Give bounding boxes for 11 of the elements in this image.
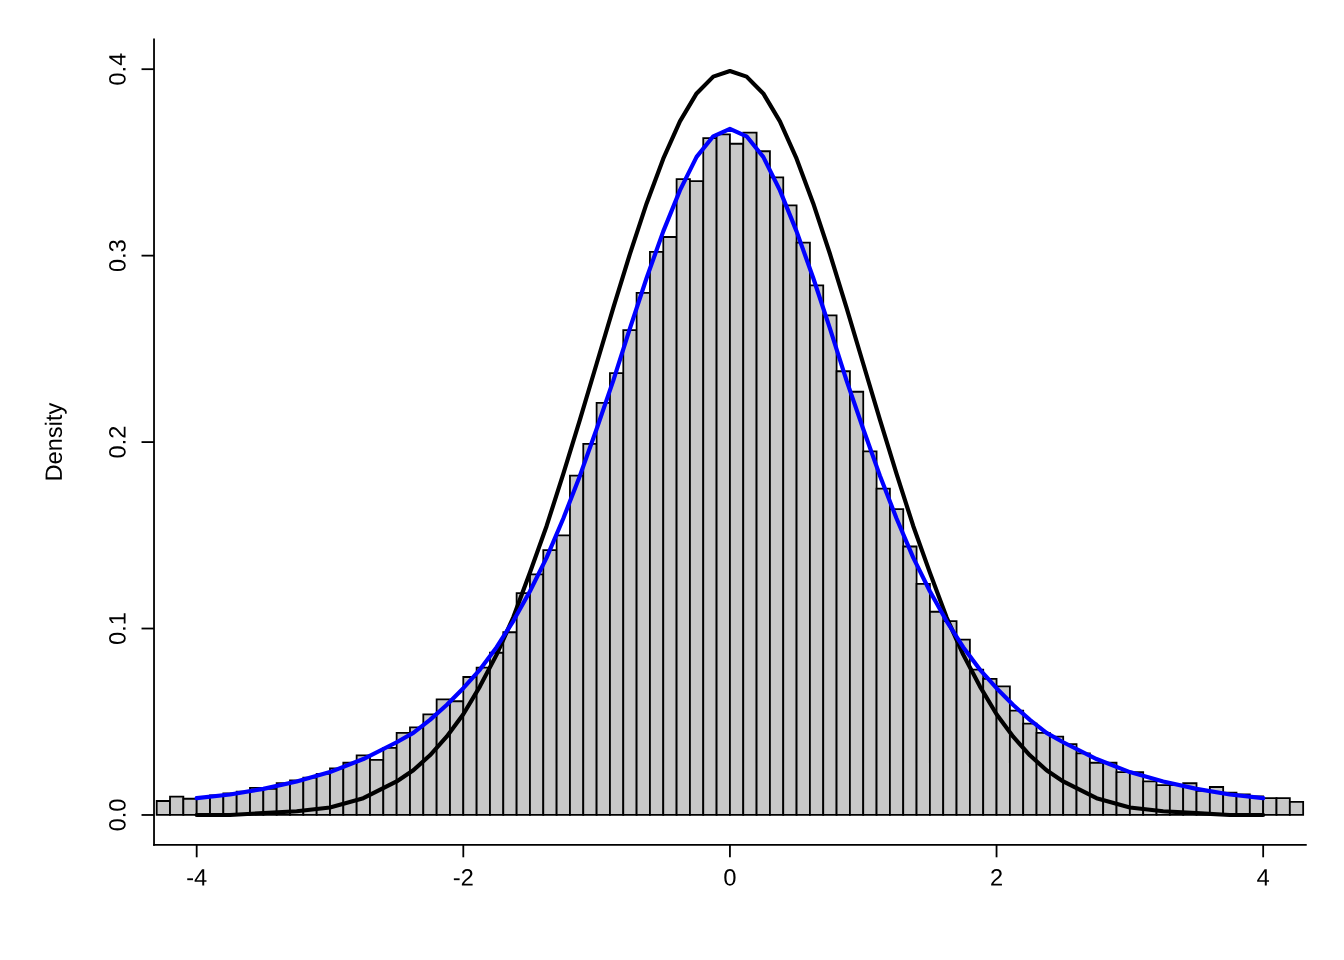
x-tick-label: -4 [187,869,207,886]
y-axis-title: Density [44,402,67,480]
y-tick-label: 0.0 [109,799,126,831]
y-tick-label: 0.2 [109,426,126,458]
x-tick-label: 4 [1257,869,1270,886]
y-tick-label: 0.1 [109,613,126,645]
y-tick-label: 0.3 [109,240,126,272]
x-tick-label: -2 [453,869,473,886]
y-tick-label: 0.4 [109,53,126,85]
x-tick-label: 2 [991,869,1002,886]
x-tick-label: 0 [724,869,736,886]
